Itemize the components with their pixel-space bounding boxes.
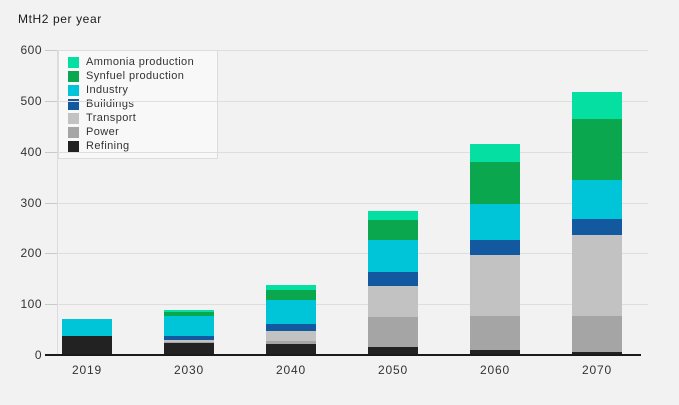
legend: Ammonia production Synfuel production Indu… — [58, 50, 218, 159]
bar-segment-power[interactable] — [470, 315, 520, 350]
bar-segment-synfuel-production[interactable] — [470, 162, 520, 204]
legend-item-transport[interactable]: Transport — [68, 112, 208, 124]
bar-2030 — [164, 310, 214, 355]
bar-2019 — [62, 318, 112, 355]
bar-segment-ammonia-production[interactable] — [164, 310, 214, 313]
bar-segment-buildings[interactable] — [266, 323, 316, 332]
legend-item-buildings[interactable]: Buildings — [68, 98, 208, 110]
bar-segment-ammonia-production[interactable] — [572, 91, 622, 120]
y-tick-200 — [45, 253, 57, 255]
x-axis-baseline — [57, 354, 641, 356]
bar-segment-refining[interactable] — [572, 351, 622, 355]
y-tick-300 — [45, 202, 57, 204]
bar-segment-transport[interactable] — [572, 234, 622, 316]
bar-2070 — [572, 91, 622, 355]
bar-segment-industry[interactable] — [266, 299, 316, 324]
legend-swatch-transport — [68, 112, 79, 124]
x-axis-label-2019: 2019 — [72, 363, 102, 377]
bar-segment-industry[interactable] — [164, 316, 214, 337]
legend-item-refining[interactable]: Refining — [68, 140, 208, 152]
legend-swatch-buildings — [68, 98, 79, 110]
y-axis-label: 600 — [20, 43, 42, 57]
legend-swatch-industry — [68, 84, 79, 96]
legend-swatch-synfuel-production — [68, 70, 79, 82]
x-axis-label-2070: 2070 — [582, 363, 612, 377]
bar-segment-power[interactable] — [164, 341, 214, 344]
legend-item-ammonia-production[interactable]: Ammonia production — [68, 56, 208, 68]
x-axis-label-2050: 2050 — [378, 363, 408, 377]
x-axis-label-2040: 2040 — [276, 363, 306, 377]
bar-segment-refining[interactable] — [368, 346, 418, 355]
bar-segment-transport[interactable] — [368, 285, 418, 318]
legend-item-industry[interactable]: Industry — [68, 84, 208, 96]
bar-segment-transport[interactable] — [164, 339, 214, 342]
legend-label-buildings: Buildings — [86, 98, 135, 110]
bar-segment-ammonia-production[interactable] — [470, 144, 520, 163]
y-tick-100 — [45, 304, 57, 306]
bar-segment-refining[interactable] — [266, 343, 316, 355]
bar-segment-transport[interactable] — [266, 331, 316, 342]
y-tick-600 — [45, 50, 57, 51]
bar-segment-transport[interactable] — [470, 255, 520, 316]
legend-label-ammonia-production: Ammonia production — [86, 56, 195, 68]
bar-segment-power[interactable] — [266, 341, 316, 344]
legend-item-synfuel-production[interactable]: Synfuel production — [68, 70, 208, 82]
bar-segment-buildings[interactable] — [368, 271, 418, 286]
y-axis-label: 0 — [34, 348, 42, 362]
bar-segment-buildings[interactable] — [572, 219, 622, 235]
bar-segment-industry[interactable] — [62, 318, 112, 337]
gridline-500 — [57, 100, 648, 102]
y-axis-line — [57, 50, 58, 355]
bar-segment-synfuel-production[interactable] — [164, 312, 214, 317]
bar-2060 — [470, 144, 520, 355]
x-axis-label-2060: 2060 — [480, 363, 510, 377]
bar-segment-industry[interactable] — [368, 239, 418, 272]
y-axis-label: 400 — [20, 144, 42, 159]
gridline-600 — [57, 50, 648, 51]
bar-segment-refining[interactable] — [62, 336, 112, 355]
y-tick-400 — [45, 151, 57, 153]
gridline-100 — [57, 304, 648, 306]
bar-segment-ammonia-production[interactable] — [368, 210, 418, 220]
bar-segment-buildings[interactable] — [164, 336, 214, 340]
bar-segment-industry[interactable] — [572, 179, 622, 220]
bar-2040 — [266, 285, 316, 355]
y-axis-label: 100 — [20, 297, 42, 312]
legend-swatch-power — [68, 126, 79, 138]
y-axis-label: 300 — [20, 195, 42, 210]
legend-label-transport: Transport — [86, 112, 137, 124]
x-axis-label-2030: 2030 — [174, 363, 204, 377]
gridline-400 — [57, 151, 648, 153]
bar-segment-industry[interactable] — [470, 203, 520, 240]
y-tick-500 — [45, 100, 57, 102]
y-axis-label: 500 — [20, 93, 42, 108]
bar-segment-refining[interactable] — [164, 343, 214, 355]
legend-swatch-ammonia-production — [68, 56, 79, 68]
y-axis-label: 200 — [20, 246, 42, 261]
y-tick-0 — [45, 354, 57, 356]
gridline-200 — [57, 253, 648, 255]
bar-segment-power[interactable] — [368, 317, 418, 347]
legend-label-refining: Refining — [86, 140, 130, 152]
bar-segment-synfuel-production[interactable] — [266, 290, 316, 300]
chart-title: MtH2 per year — [18, 12, 102, 26]
bar-segment-power[interactable] — [572, 315, 622, 352]
bar-segment-ammonia-production[interactable] — [266, 285, 316, 291]
legend-item-power[interactable]: Power — [68, 126, 208, 138]
bar-segment-refining[interactable] — [470, 349, 520, 355]
gridline-300 — [57, 202, 648, 204]
legend-label-power: Power — [86, 126, 120, 138]
bar-segment-buildings[interactable] — [470, 239, 520, 256]
legend-label-synfuel-production: Synfuel production — [86, 70, 185, 82]
bar-segment-synfuel-production[interactable] — [368, 219, 418, 240]
legend-label-industry: Industry — [86, 84, 129, 96]
bar-segment-synfuel-production[interactable] — [572, 119, 622, 180]
bar-2050 — [368, 210, 418, 355]
legend-swatch-refining — [68, 140, 79, 152]
